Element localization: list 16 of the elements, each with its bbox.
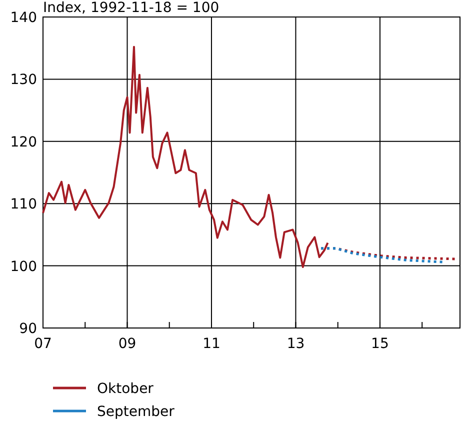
y-tick-label: 120	[10, 134, 37, 150]
legend-label: Oktober	[97, 381, 154, 397]
y-tick-label: 130	[10, 72, 37, 88]
x-tick-label: 07	[34, 336, 52, 352]
x-tick-label: 15	[371, 336, 389, 352]
y-tick-label: 110	[10, 196, 37, 213]
x-tick-label: 09	[118, 336, 136, 352]
x-tick-label: 13	[286, 336, 305, 352]
chart-title: Index, 1992-11-18 = 100	[43, 0, 220, 16]
line-series	[42, 46, 329, 268]
legend-label: September	[97, 404, 175, 420]
y-tick-label: 140	[10, 10, 37, 26]
y-tick-label: 100	[10, 258, 37, 275]
x-tick-label: 11	[202, 336, 220, 352]
line-series	[320, 247, 444, 264]
y-tick-label: 90	[19, 321, 37, 337]
